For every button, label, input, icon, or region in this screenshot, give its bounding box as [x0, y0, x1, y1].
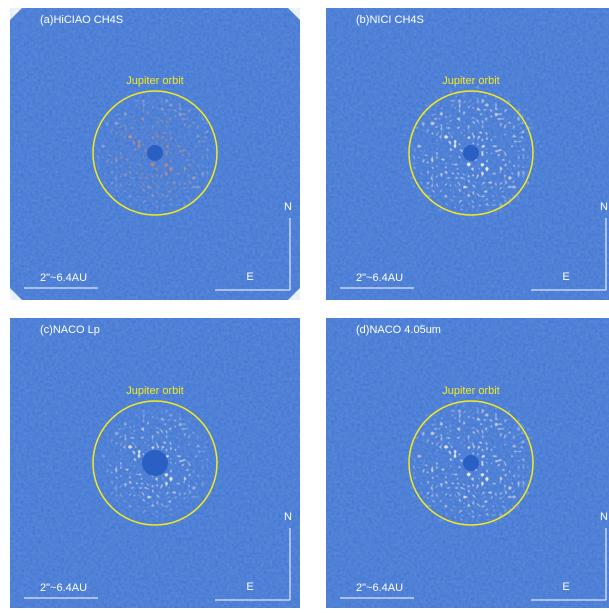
- coronagraph-mask: [463, 145, 479, 161]
- coronagraph-mask: [142, 450, 168, 476]
- coronagraph-mask: [147, 145, 163, 161]
- east-label: E: [246, 581, 253, 593]
- east-label: E: [562, 271, 569, 283]
- orbit-label: Jupiter orbit: [442, 385, 499, 397]
- panel-label: (c)NACO Lp: [40, 324, 100, 336]
- east-label: E: [246, 271, 253, 283]
- scale-label: 2"~6.4AU: [356, 272, 403, 284]
- north-label: N: [600, 201, 608, 213]
- scale-label: 2"~6.4AU: [40, 582, 87, 594]
- panel: Jupiter orbit (d)NACO 4.05um 2"~6.4AU E N: [326, 318, 609, 608]
- panel-label: (d)NACO 4.05um: [356, 324, 441, 336]
- figure: Jupiter orbit(a)HiCIAO CH4S2"~6.4AUENJup…: [0, 0, 609, 608]
- panel: Jupiter orbit (b)NICI CH4S 2"~6.4AU E N: [326, 8, 609, 300]
- scale-label: 2"~6.4AU: [356, 582, 403, 594]
- north-label: N: [284, 201, 292, 213]
- scale-label: 2"~6.4AU: [40, 272, 87, 284]
- orbit-label: Jupiter orbit: [126, 385, 183, 397]
- orbit-label: Jupiter orbit: [442, 75, 499, 87]
- north-label: N: [284, 511, 292, 523]
- panel: Jupiter orbit (a)HiCIAO CH4S 2"~6.4AU E N: [10, 8, 300, 300]
- orbit-label: Jupiter orbit: [126, 75, 183, 87]
- panel-label: (b)NICI CH4S: [356, 14, 424, 26]
- coronagraph-mask: [463, 455, 479, 471]
- north-label: N: [600, 511, 608, 523]
- panel-label: (a)HiCIAO CH4S: [40, 14, 123, 26]
- panel: Jupiter orbit (c)NACO Lp 2"~6.4AU E N: [10, 318, 300, 608]
- east-label: E: [562, 581, 569, 593]
